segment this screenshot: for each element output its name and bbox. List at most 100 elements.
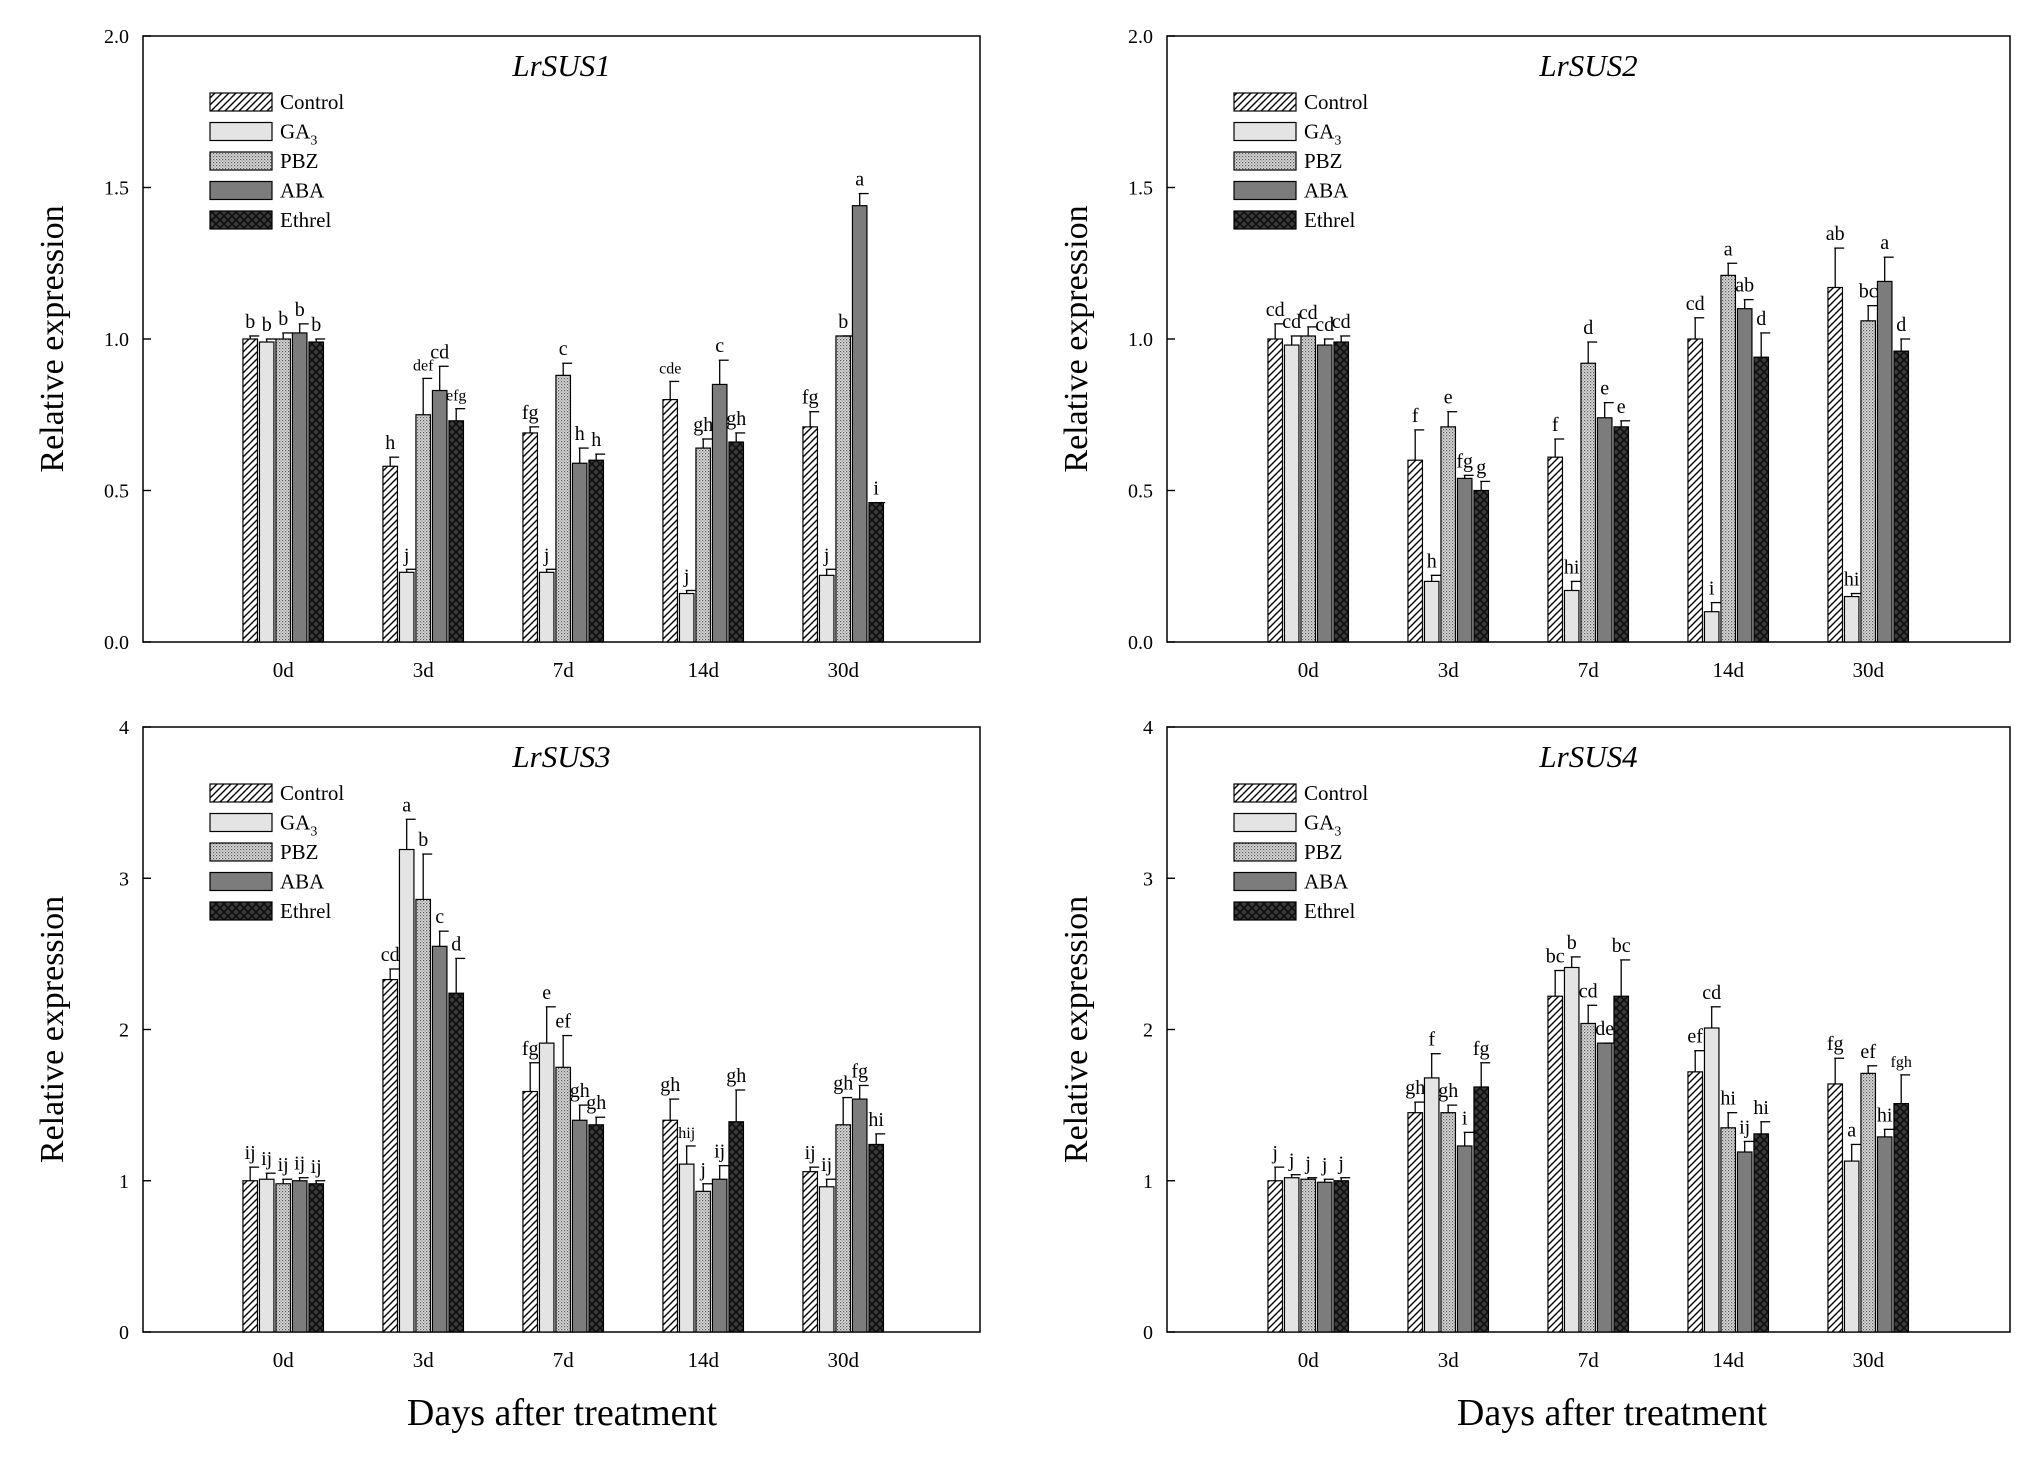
bar-control xyxy=(1267,1180,1284,1333)
bar-pbz xyxy=(1720,1127,1737,1333)
x-axis-title-right: Days after treatment xyxy=(1457,1392,1768,1434)
legend-swatch-ga3 xyxy=(209,812,273,833)
significance-label: b xyxy=(838,311,848,333)
significance-label: efg xyxy=(446,388,466,405)
legend-label-pbz: PBZ xyxy=(1304,840,1343,864)
legend-swatch-control xyxy=(209,783,273,803)
legend-label-text: ABA xyxy=(1304,179,1349,203)
bar-control xyxy=(1407,459,1424,643)
bar-ethrel xyxy=(1333,1180,1350,1333)
bar-control xyxy=(1407,1112,1424,1333)
bar-aba xyxy=(851,1098,868,1333)
x-tick-label: 30d xyxy=(827,1348,859,1372)
y-tick-label: 2.0 xyxy=(104,26,129,48)
bar-ga3 xyxy=(1563,589,1580,643)
bar-aba xyxy=(1316,1181,1333,1333)
significance-label: ij xyxy=(1739,1116,1750,1138)
bar-ethrel xyxy=(728,1121,745,1333)
x-tick-label: 3d xyxy=(1438,658,1460,682)
significance-label: j xyxy=(1321,1154,1328,1176)
significance-label: a xyxy=(1724,238,1733,260)
significance-label: a xyxy=(402,794,411,816)
significance-label: i xyxy=(1709,578,1715,600)
significance-label: b xyxy=(278,308,288,330)
bar-control xyxy=(1827,286,1844,643)
legend-label-text: ABA xyxy=(1304,870,1349,894)
bar-control xyxy=(662,1119,679,1333)
bar-ethrel xyxy=(1613,995,1630,1333)
significance-label: ij xyxy=(311,1156,322,1178)
significance-label: fg xyxy=(1827,1033,1844,1055)
significance-label: hi xyxy=(1564,556,1580,578)
significance-label: cd xyxy=(1702,982,1721,1004)
significance-label: cd xyxy=(1686,293,1705,315)
y-tick-label: 4 xyxy=(1143,717,1153,739)
significance-label: cd xyxy=(1332,311,1351,333)
significance-label: bc xyxy=(1612,935,1631,957)
significance-label: cd xyxy=(1299,302,1318,324)
bar-pbz xyxy=(1440,1112,1457,1333)
bar-ethrel xyxy=(868,1143,885,1333)
legend-label-aba: ABA xyxy=(280,870,325,894)
bar-ethrel xyxy=(1893,1103,1910,1333)
y-tick-label: 0.0 xyxy=(1128,632,1153,654)
significance-label: ij xyxy=(805,1142,816,1164)
bar-aba xyxy=(1456,1145,1473,1333)
legend-swatch-pbz xyxy=(209,842,273,862)
legend-swatch-ga3 xyxy=(209,121,273,142)
significance-label: j xyxy=(1288,1150,1295,1172)
significance-label: j xyxy=(543,544,550,566)
bar-ga3 xyxy=(1283,1177,1300,1333)
legend-swatch-aba xyxy=(1233,871,1297,892)
bar-ga3 xyxy=(818,574,835,643)
bar-ethrel xyxy=(1753,356,1770,643)
significance-label: hi xyxy=(1877,1104,1893,1126)
bar-ga3 xyxy=(1703,1027,1720,1333)
significance-label: def xyxy=(413,357,434,374)
bar-ethrel xyxy=(1333,341,1350,643)
y-tick-label: 3 xyxy=(119,868,129,890)
significance-label: gh xyxy=(833,1073,853,1095)
legend-swatch-pbz xyxy=(209,151,273,171)
bar-ethrel xyxy=(728,441,745,643)
legend-label-text: Control xyxy=(280,90,344,114)
bar-pbz xyxy=(695,1190,712,1333)
significance-label: b xyxy=(1567,932,1577,954)
significance-label: cd xyxy=(1266,299,1285,321)
significance-label: j xyxy=(699,1159,706,1181)
panel-lrsus1: 0.0 0.5 1.0 1.5 2.0 Relative expression LrSUS1… xyxy=(34,26,981,682)
legend-swatch-ethrel xyxy=(209,901,273,921)
legend-label-pbz: PBZ xyxy=(280,149,319,173)
significance-label: b xyxy=(295,299,305,321)
significance-label: d xyxy=(1756,308,1766,330)
bar-ga3 xyxy=(398,571,415,643)
bar-control xyxy=(802,426,819,643)
legend-label-subscript: 3 xyxy=(310,825,317,840)
bar-control xyxy=(1687,1071,1704,1333)
bar-aba xyxy=(711,383,728,643)
x-tick-label: 7d xyxy=(553,658,575,682)
legend-label-aba: ABA xyxy=(280,179,325,203)
significance-label: ab xyxy=(1826,223,1845,245)
bar-aba xyxy=(1736,308,1753,643)
significance-label: e xyxy=(1600,378,1609,400)
bar-ga3 xyxy=(258,1178,275,1333)
y-axis-title: Relative expression xyxy=(1058,896,1095,1163)
bar-pbz xyxy=(415,414,432,643)
legend-label-text: PBZ xyxy=(1304,149,1343,173)
legend-label-ethrel: Ethrel xyxy=(1304,208,1355,232)
significance-label: c xyxy=(559,338,568,360)
bar-aba xyxy=(1456,477,1473,643)
y-tick-label: 1.5 xyxy=(1128,178,1153,200)
y-tick-label: 1.0 xyxy=(104,329,129,351)
x-tick-label: 0d xyxy=(273,658,295,682)
bar-ethrel xyxy=(1613,426,1630,643)
bar-control xyxy=(382,465,399,643)
legend-label-text: GA xyxy=(280,120,311,144)
significance-label: bc xyxy=(1859,281,1878,303)
significance-label: cd xyxy=(381,944,400,966)
bar-ethrel xyxy=(308,1183,325,1333)
x-tick-label: 7d xyxy=(1578,658,1600,682)
chart-title: LrSUS2 xyxy=(1538,48,1637,83)
